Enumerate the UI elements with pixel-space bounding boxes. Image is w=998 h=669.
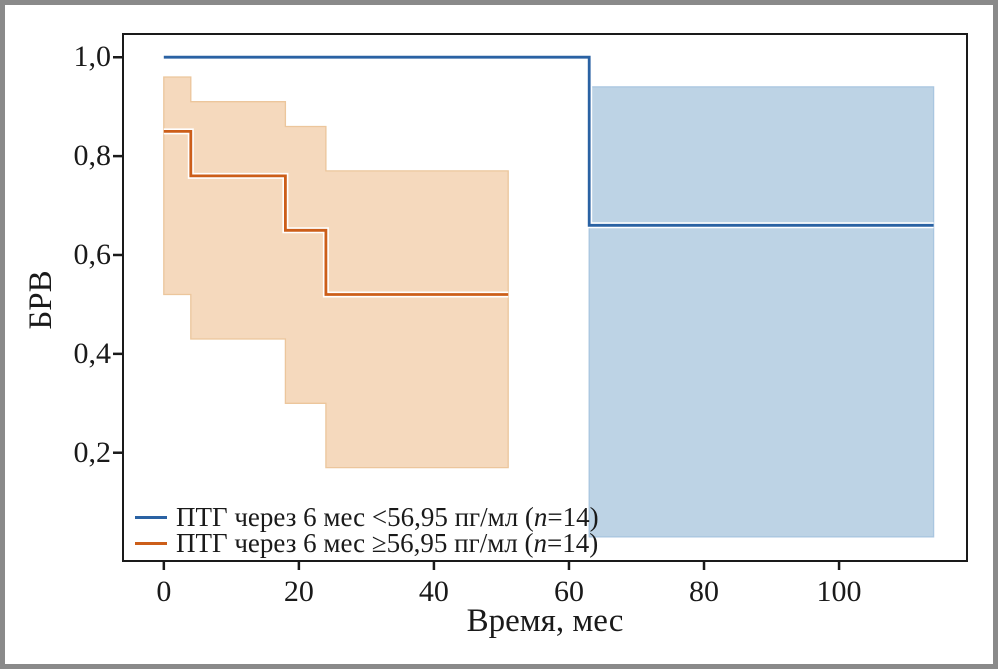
- x-tick-label: 0: [156, 575, 172, 608]
- legend-line-swatch-orange: [135, 541, 167, 545]
- legend-label-n-italic: n: [533, 502, 548, 532]
- legend-label-text: ПТГ через 6 мес <56,95 пг/мл (: [176, 502, 534, 532]
- x-tick-label: 60: [553, 575, 584, 608]
- x-tick-label: 80: [689, 575, 719, 608]
- legend-label-group2: ПТГ через 6 мес ≥56,95 пг/мл (n=14): [176, 528, 599, 558]
- legend-label-group1: ПТГ через 6 мес <56,95 пг/мл (n=14): [176, 502, 599, 532]
- y-tick-label: 1,0: [73, 40, 112, 74]
- km-step-line-series1: [163, 55, 934, 227]
- confidence-band-series2: [163, 76, 509, 469]
- x-tick-label: 20: [283, 575, 314, 608]
- legend-label-n-italic: n: [533, 528, 548, 558]
- confidence-band-series1: [588, 86, 935, 538]
- x-tick-label: 40: [418, 575, 449, 608]
- plot-canvas: БРВ Время, мес ПТГ через 6 мес <56,95 пг…: [5, 5, 993, 664]
- km-survival-chart: [113, 54, 935, 570]
- km-step-line-series2: [163, 130, 509, 296]
- legend-line-swatch-blue: [135, 515, 167, 519]
- x-tick-label: 100: [816, 575, 862, 608]
- x-axis-title: Время, мес: [466, 603, 624, 639]
- y-tick-label: 0,4: [73, 336, 112, 370]
- legend: ПТГ через 6 мес <56,95 пг/мл (n=14) ПТГ …: [135, 502, 599, 558]
- y-tick-label: 0,2: [73, 435, 112, 469]
- legend-label-text: =14): [547, 528, 599, 558]
- legend-label-text: =14): [547, 502, 599, 532]
- legend-item-group2: ПТГ через 6 мес ≥56,95 пг/мл (n=14): [135, 528, 599, 558]
- y-tick-label: 0,6: [73, 237, 112, 271]
- legend-item-group1: ПТГ через 6 мес <56,95 пг/мл (n=14): [135, 502, 599, 532]
- legend-label-text: ПТГ через 6 мес ≥56,95 пг/мл (: [176, 528, 534, 558]
- y-tick-label: 0,8: [73, 139, 112, 173]
